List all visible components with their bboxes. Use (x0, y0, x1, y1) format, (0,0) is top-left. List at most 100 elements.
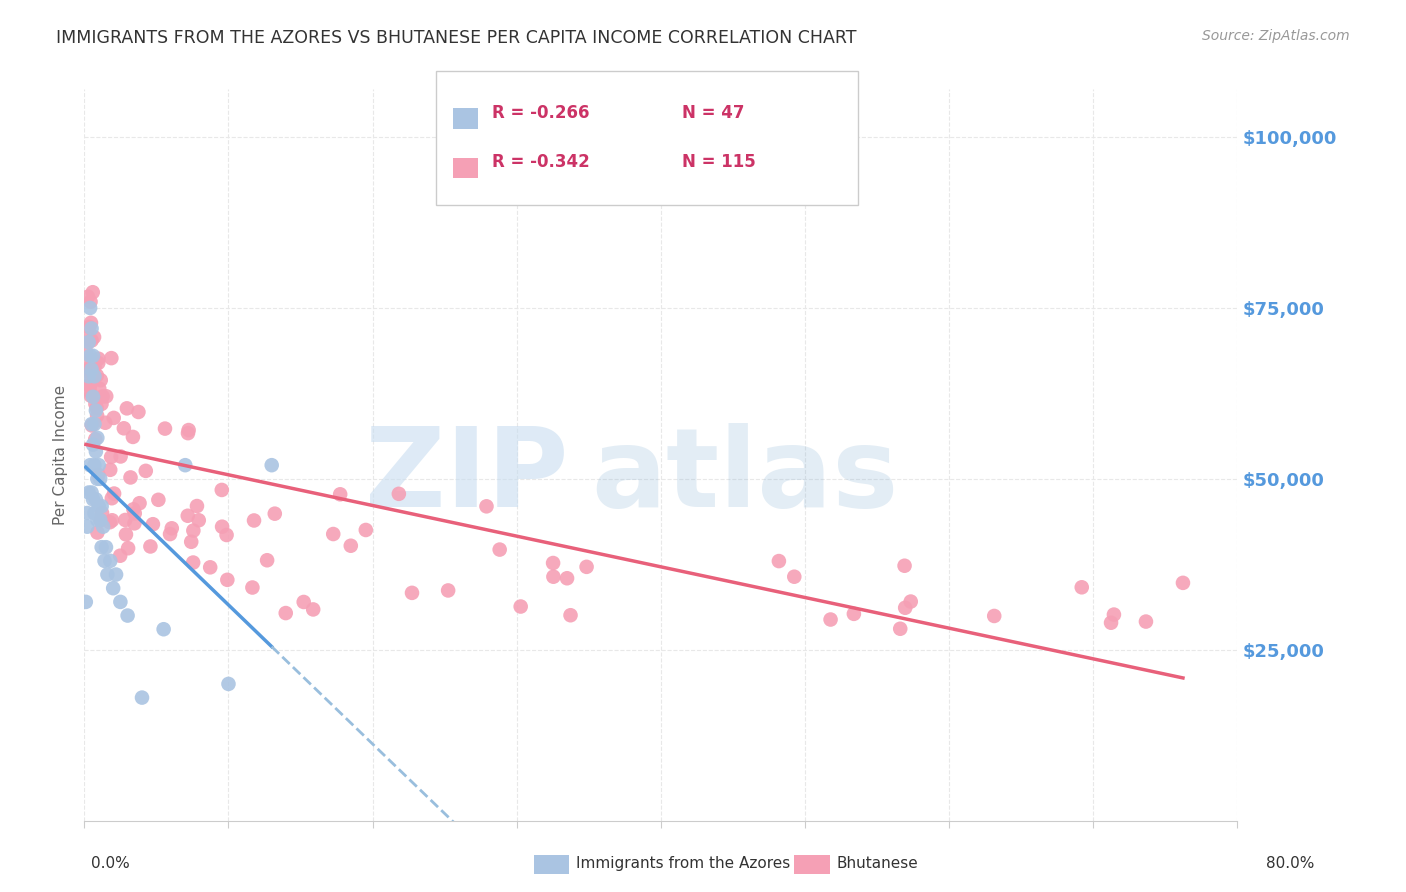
Point (354, 523, 377, 537)
Point (211, 519, 233, 533)
Point (117, 541, 139, 556)
Point (115, 401, 138, 416)
Point (79, 458, 101, 472)
Point (243, 513, 266, 527)
Point (131, 690, 153, 705)
Point (153, 421, 176, 435)
Point (82, 285, 104, 300)
Point (83, 330, 105, 344)
Point (86, 472, 108, 486)
Text: ZIP: ZIP (366, 424, 568, 531)
Point (86, 431, 108, 445)
Point (292, 595, 315, 609)
Point (893, 558, 915, 573)
Point (159, 527, 181, 541)
Point (75, 595, 97, 609)
Point (90, 373, 112, 387)
Point (96, 389, 118, 403)
Point (110, 595, 132, 609)
Point (83, 417, 105, 432)
Point (174, 458, 197, 472)
Point (120, 470, 142, 484)
Point (820, 613, 842, 627)
Point (509, 599, 531, 614)
Point (183, 524, 205, 538)
Point (1070, 580, 1092, 594)
Point (80, 353, 103, 368)
Point (79, 384, 101, 399)
Point (96, 567, 118, 582)
Point (148, 492, 170, 507)
Point (84, 432, 107, 446)
Point (388, 487, 411, 501)
Point (177, 423, 200, 437)
Point (86, 368, 108, 383)
Text: 80.0%: 80.0% (1267, 856, 1315, 871)
Point (894, 600, 917, 615)
Point (256, 553, 278, 567)
Point (198, 560, 221, 574)
Point (274, 606, 297, 620)
Point (560, 608, 582, 623)
Point (768, 554, 790, 568)
Point (91, 389, 114, 403)
Point (186, 499, 208, 513)
Point (180, 534, 202, 549)
Point (79, 301, 101, 315)
Point (98, 515, 121, 529)
Point (103, 411, 125, 425)
Point (101, 513, 124, 527)
Point (93, 554, 115, 568)
Point (83, 506, 105, 520)
Text: 0.0%: 0.0% (91, 856, 131, 871)
Text: Bhutanese: Bhutanese (837, 856, 918, 871)
Point (91, 519, 114, 533)
Point (139, 540, 162, 554)
Point (1102, 607, 1125, 622)
Point (260, 458, 283, 472)
Point (80, 389, 103, 403)
Point (101, 491, 124, 506)
Point (84, 492, 107, 507)
Point (77, 290, 100, 304)
Point (1171, 575, 1194, 590)
Point (87, 351, 110, 366)
Point (115, 527, 138, 541)
Point (80, 364, 103, 378)
Point (783, 570, 806, 584)
Point (117, 608, 139, 623)
Point (87, 356, 110, 370)
Point (242, 581, 264, 595)
Point (100, 351, 122, 365)
Text: IMMIGRANTS FROM THE AZORES VS BHUTANESE PER CAPITA INCOME CORRELATION CHART: IMMIGRANTS FROM THE AZORES VS BHUTANESE … (56, 29, 856, 47)
Point (83, 359, 105, 374)
Point (76, 332, 98, 346)
Point (218, 677, 240, 691)
Point (75, 344, 97, 359)
Point (128, 496, 150, 510)
Point (127, 405, 149, 419)
Point (77, 335, 100, 350)
Point (80, 316, 103, 330)
Point (103, 581, 124, 595)
Point (82, 438, 104, 452)
Point (89, 382, 111, 396)
Point (77, 485, 100, 500)
Point (86, 409, 108, 423)
Point (80, 362, 103, 376)
Point (1135, 615, 1157, 629)
Point (98, 554, 121, 568)
Point (90, 499, 112, 513)
Point (84, 444, 107, 458)
Point (83, 369, 105, 384)
Point (94, 540, 117, 554)
Point (83, 458, 105, 472)
Point (543, 570, 565, 584)
Point (77, 369, 100, 384)
Point (555, 571, 578, 585)
Point (181, 556, 204, 570)
Point (87, 499, 110, 513)
Text: N = 47: N = 47 (682, 104, 744, 122)
Point (86, 525, 108, 540)
Point (108, 549, 131, 563)
